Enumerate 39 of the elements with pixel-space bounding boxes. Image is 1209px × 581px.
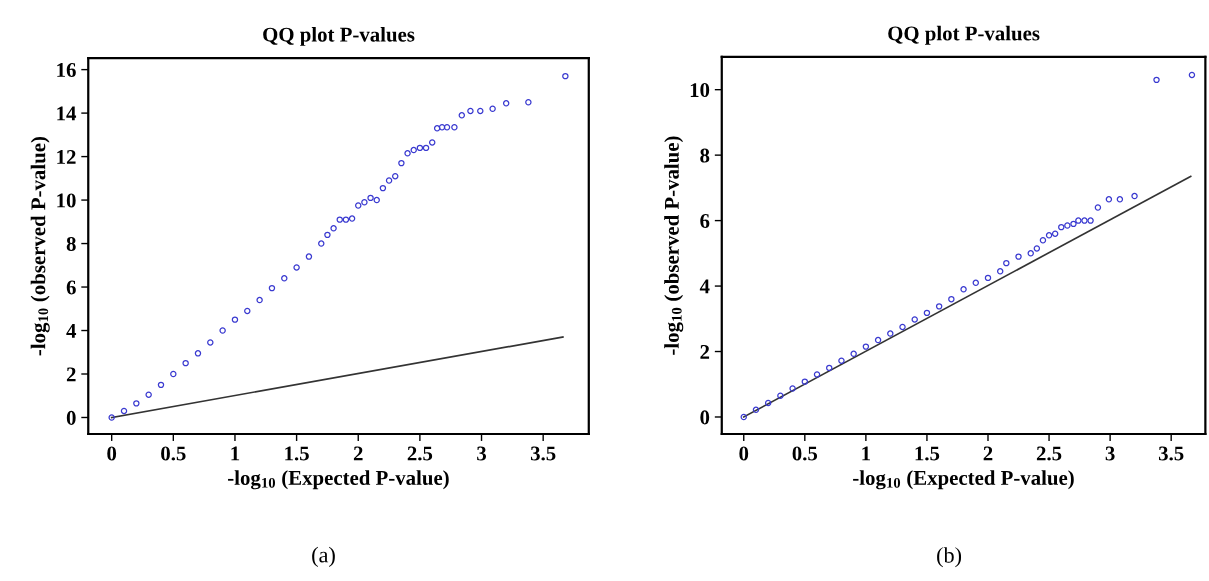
chart-title: QQ plot P-values [263, 26, 415, 46]
y-tick-label: 14 [57, 106, 77, 121]
x-tick-label: 3 [1105, 446, 1115, 461]
x-tick-label: 3 [477, 446, 487, 461]
x-tick-label: 3.5 [530, 446, 556, 461]
text: (a) [312, 546, 335, 567]
x-tick-label: 1.5 [915, 446, 940, 461]
y-tick-label: 2 [66, 367, 76, 382]
y-tick-label: 4 [66, 324, 77, 338]
y-tick-label: 8 [66, 236, 76, 251]
y-tick-label: 12 [57, 150, 76, 164]
y-tick-label: 8 [700, 148, 710, 163]
x-tick-label: 3.5 [1158, 446, 1184, 461]
text: (b) [937, 547, 962, 568]
y-tick-label: 0 [66, 410, 76, 425]
x-tick-label: 0.5 [792, 446, 818, 461]
x-axis-title: -log$_{10}$ (Expected P-value) [853, 470, 1074, 490]
chart-title: QQ plot P-values [888, 25, 1040, 45]
x-tick-label: 2 [353, 446, 363, 461]
y-tick-label: 16 [57, 63, 76, 78]
x-tick-label: 2.5 [407, 446, 433, 461]
y-tick-label: 0 [700, 410, 710, 425]
x-axis-title: -log$_{10}$ (Expected P-value) [228, 470, 449, 490]
y-tick-label: 2 [700, 344, 710, 359]
y-tick-label: 10 [690, 83, 710, 98]
x-tick-label: 0 [107, 446, 117, 461]
y-axis-title: -log$_{10}$ (observed P-value) [664, 136, 684, 355]
x-tick-label: 1 [862, 446, 871, 461]
x-tick-label: 0.5 [161, 446, 186, 461]
y-tick-label: 4 [699, 279, 710, 294]
y-tick-label: 6 [700, 214, 710, 229]
x-tick-label: 2.5 [1036, 446, 1062, 461]
x-tick-label: 1.5 [285, 446, 309, 461]
x-tick-label: 0 [739, 446, 749, 461]
x-tick-label: 1 [231, 446, 240, 461]
x-tick-label: 2 [983, 446, 993, 461]
y-tick-label: 6 [66, 280, 76, 295]
y-axis-title: -log$_{10}$ (observed P-value) [30, 137, 50, 356]
y-tick-label: 10 [57, 193, 76, 208]
